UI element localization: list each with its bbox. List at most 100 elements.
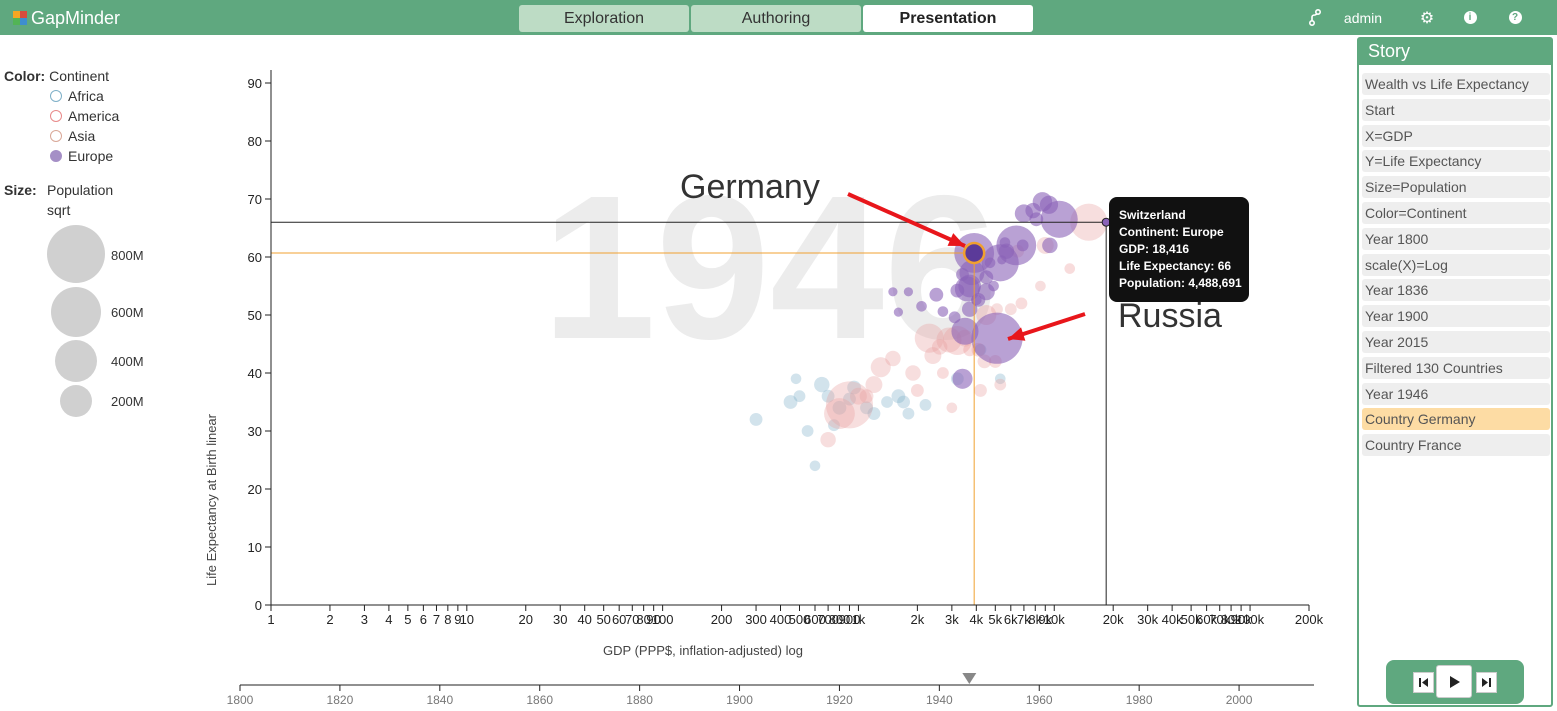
data-point[interactable] [931, 339, 948, 355]
data-point[interactable] [997, 255, 1007, 265]
data-point[interactable] [998, 243, 1015, 259]
data-point[interactable] [867, 407, 881, 421]
data-point[interactable] [937, 306, 949, 317]
data-point[interactable] [1029, 212, 1044, 227]
data-point[interactable] [916, 300, 927, 312]
data-point[interactable] [914, 323, 944, 353]
user-menu[interactable]: admin [1343, 0, 1383, 35]
data-point[interactable] [910, 383, 924, 397]
data-point[interactable] [952, 368, 973, 389]
data-point[interactable] [929, 287, 944, 302]
app-brand[interactable]: GapMinder [13, 8, 120, 29]
data-point[interactable] [881, 396, 893, 408]
data-point[interactable] [825, 381, 873, 429]
help-button[interactable]: ? [1505, 0, 1525, 35]
data-point[interactable] [820, 431, 836, 448]
data-point[interactable] [821, 389, 835, 403]
data-point[interactable] [832, 400, 847, 415]
legend-item-africa[interactable]: Africa [50, 88, 104, 104]
data-point[interactable] [893, 307, 904, 317]
data-point[interactable] [1039, 195, 1059, 214]
data-point[interactable] [988, 280, 999, 292]
data-point[interactable] [936, 367, 949, 379]
highlighted-country-bubble[interactable] [962, 241, 986, 265]
data-point[interactable] [994, 378, 1007, 391]
data-point[interactable] [948, 311, 961, 324]
data-point[interactable] [809, 460, 821, 472]
data-point[interactable] [1015, 297, 1028, 310]
data-point[interactable] [961, 301, 978, 317]
size-scale[interactable]: sqrt [47, 202, 71, 218]
legend-item-asia[interactable]: Asia [50, 128, 95, 144]
story-item[interactable]: Color=Continent [1362, 201, 1550, 224]
data-point[interactable] [919, 399, 932, 411]
data-point[interactable] [885, 350, 901, 367]
hovered-country-bubble[interactable] [1101, 217, 1111, 227]
play-button[interactable] [1436, 665, 1472, 698]
data-point[interactable] [870, 357, 891, 378]
data-point[interactable] [971, 294, 982, 306]
legend-item-america[interactable]: America [50, 108, 119, 124]
story-item[interactable]: Size=Population [1362, 176, 1550, 199]
data-point[interactable] [994, 373, 1006, 385]
data-point[interactable] [979, 270, 994, 285]
settings-button[interactable]: ⚙ [1417, 0, 1437, 35]
data-point[interactable] [847, 380, 861, 395]
tab-exploration[interactable]: Exploration [519, 5, 689, 32]
data-point[interactable] [824, 398, 855, 430]
step-back-button[interactable] [1413, 672, 1434, 693]
tab-presentation[interactable]: Presentation [863, 5, 1033, 32]
data-point[interactable] [999, 237, 1011, 248]
legend-item-europe[interactable]: Europe [50, 148, 113, 164]
story-item[interactable]: Year 1836 [1362, 279, 1550, 302]
data-point[interactable] [828, 419, 840, 432]
data-point[interactable] [814, 376, 830, 393]
data-point[interactable] [790, 373, 802, 385]
data-point[interactable] [946, 402, 958, 414]
story-item[interactable]: Year 1800 [1362, 227, 1550, 250]
tab-authoring[interactable]: Authoring [691, 5, 861, 32]
data-point[interactable] [749, 412, 763, 426]
data-point[interactable] [1016, 239, 1029, 252]
data-point[interactable] [888, 287, 898, 297]
story-item[interactable]: Filtered 130 Countries [1362, 356, 1550, 379]
story-item[interactable]: Country France [1362, 434, 1550, 457]
data-point[interactable] [1004, 303, 1017, 316]
story-item[interactable]: Year 2015 [1362, 330, 1550, 353]
story-item[interactable]: X=GDP [1362, 124, 1550, 147]
data-point[interactable] [860, 401, 873, 415]
story-item[interactable]: Year 1946 [1362, 382, 1550, 405]
fork-button[interactable] [1305, 0, 1325, 35]
data-point[interactable] [865, 376, 883, 394]
data-point[interactable] [951, 317, 979, 345]
data-point[interactable] [783, 395, 798, 409]
data-point[interactable] [905, 365, 921, 381]
data-point[interactable] [971, 312, 1023, 364]
data-point[interactable] [950, 283, 965, 298]
data-point[interactable] [849, 387, 867, 405]
data-point[interactable] [903, 287, 914, 297]
data-point[interactable] [1042, 237, 1058, 254]
data-point[interactable] [859, 389, 874, 404]
story-item[interactable]: Wealth vs Life Expectancy [1362, 73, 1550, 95]
data-point[interactable] [924, 347, 942, 365]
data-point[interactable] [793, 390, 806, 403]
data-point[interactable] [1014, 204, 1034, 223]
story-item[interactable]: Country Germany [1362, 408, 1550, 431]
data-point[interactable] [891, 389, 906, 404]
data-point[interactable] [974, 383, 987, 397]
timeline-handle-icon[interactable] [962, 673, 977, 684]
color-value[interactable]: Continent [49, 68, 110, 84]
data-point[interactable] [843, 392, 856, 406]
story-item[interactable]: Start [1362, 98, 1550, 121]
data-point[interactable] [984, 257, 996, 269]
data-point[interactable] [991, 303, 1003, 316]
story-item[interactable]: scale(X)=Log [1362, 253, 1550, 276]
data-point[interactable] [1064, 263, 1076, 274]
size-value[interactable]: Population [47, 182, 114, 198]
step-forward-button[interactable] [1476, 672, 1497, 693]
info-button[interactable]: i [1460, 0, 1480, 35]
story-item[interactable]: Y=Life Expectancy [1362, 150, 1550, 173]
y-axis-label[interactable]: Life Expectancy at Birth linear [204, 413, 219, 586]
